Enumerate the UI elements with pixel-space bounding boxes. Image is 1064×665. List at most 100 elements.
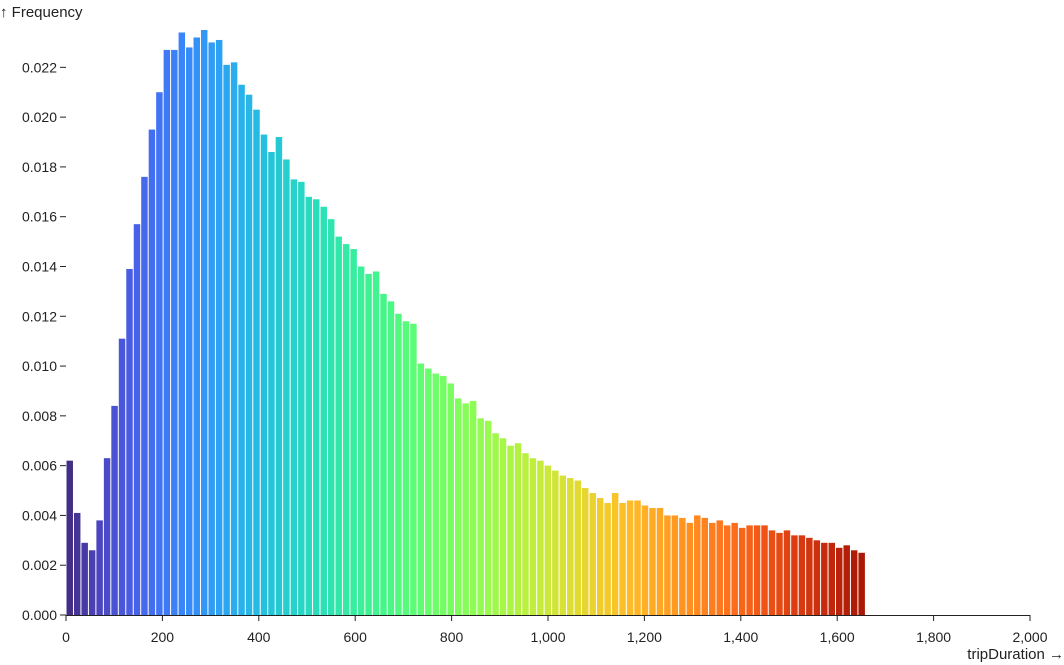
histogram-bar: [701, 517, 708, 615]
histogram-bar: [440, 376, 447, 615]
histogram-bar: [709, 522, 716, 615]
histogram-bar: [81, 542, 88, 615]
histogram-bar: [425, 368, 432, 615]
histogram-bar: [186, 47, 193, 616]
histogram-bar: [410, 323, 417, 615]
histogram-bar: [626, 500, 634, 615]
histogram-bar: [529, 458, 537, 615]
histogram-bar: [484, 420, 492, 615]
histogram-bar: [798, 535, 806, 615]
x-tick-label: 1,600: [820, 629, 855, 645]
histogram-bar: [260, 134, 268, 616]
histogram-bars: [66, 30, 865, 616]
histogram-bar: [103, 458, 111, 615]
x-tick-label: 600: [344, 629, 368, 645]
histogram-bar: [454, 398, 462, 615]
histogram-bar: [679, 517, 686, 615]
histogram-bar: [738, 527, 746, 615]
histogram-bar: [365, 273, 372, 615]
x-tick-label: 1,200: [627, 629, 662, 645]
histogram-bar: [761, 525, 768, 615]
y-tick-label: 0.008: [22, 408, 57, 424]
histogram-bar: [783, 530, 791, 615]
histogram-bar: [268, 151, 275, 616]
histogram-bar: [828, 542, 836, 615]
x-tick-label: 400: [247, 629, 271, 645]
histogram-bar: [335, 236, 342, 615]
x-tick-label: 800: [440, 629, 464, 645]
histogram-bar: [477, 418, 484, 615]
histogram-bar: [850, 550, 858, 615]
histogram-bar: [133, 224, 141, 616]
histogram-bar: [731, 522, 738, 615]
histogram-bar: [507, 445, 514, 615]
y-tick-label: 0.022: [22, 59, 57, 75]
histogram-bar: [320, 206, 327, 616]
histogram-bar: [664, 515, 671, 615]
histogram-bar: [447, 383, 454, 615]
histogram-bar: [858, 552, 865, 615]
histogram-bar: [604, 502, 611, 615]
y-tick-label: 0.020: [22, 109, 57, 125]
histogram-bar: [776, 532, 783, 615]
histogram-bar: [656, 507, 664, 615]
x-tick-label: 1,000: [530, 629, 565, 645]
histogram-bar: [283, 159, 290, 615]
histogram-bar: [126, 268, 133, 615]
histogram-bar: [111, 405, 118, 615]
histogram-bar: [200, 30, 208, 615]
x-axis-label: tripDuration →: [967, 646, 1064, 663]
x-tick-label: 0: [62, 629, 70, 645]
histogram-bar: [611, 493, 619, 615]
histogram-bar: [88, 550, 96, 615]
histogram-bar: [223, 64, 230, 616]
x-axis: 0 200 400 600 800 1,000 1,200 1,400 1,600 1,800 2,…: [62, 615, 1048, 645]
histogram-bar: [492, 433, 499, 615]
y-tick-label: 0.014: [22, 258, 57, 274]
histogram-bar: [671, 515, 679, 615]
histogram-bar: [171, 49, 178, 616]
histogram-bar: [649, 507, 656, 615]
histogram-bar: [305, 196, 313, 616]
histogram-bar: [567, 478, 574, 615]
histogram-bar: [716, 520, 723, 615]
y-tick-label: 0.002: [22, 557, 57, 573]
histogram-bar: [372, 271, 380, 615]
y-tick-label: 0.000: [22, 607, 57, 623]
histogram-bar: [118, 338, 126, 615]
histogram-bar: [559, 475, 567, 615]
histogram-bar: [843, 545, 850, 615]
histogram-bar: [313, 199, 320, 615]
histogram-bar: [552, 470, 559, 615]
histogram-bar: [634, 500, 641, 615]
histogram-bar: [357, 266, 365, 615]
histogram-bar: [96, 520, 103, 615]
histogram-bar: [290, 179, 298, 616]
x-tick-label: 1,400: [723, 629, 758, 645]
y-tick-label: 0.012: [22, 308, 57, 324]
histogram-bar: [813, 540, 821, 615]
histogram-bar: [641, 505, 649, 615]
histogram-bar: [806, 537, 813, 615]
y-tick-label: 0.010: [22, 358, 57, 374]
histogram-bar: [342, 244, 350, 615]
histogram-bar: [253, 109, 260, 615]
histogram-bar: [574, 480, 581, 615]
histogram-bar: [791, 535, 798, 615]
histogram-bar: [230, 62, 238, 616]
histogram-bar: [746, 525, 753, 615]
histogram-bar: [836, 547, 843, 615]
histogram-bar: [178, 32, 186, 616]
histogram-bar: [327, 219, 335, 615]
y-tick-label: 0.006: [22, 458, 57, 474]
histogram-bar: [141, 176, 148, 615]
histogram-bar: [73, 512, 81, 615]
histogram-bar: [245, 94, 253, 616]
histogram-bar: [163, 49, 171, 616]
y-axis-label: ↑ Frequency: [0, 4, 83, 21]
x-tick-label: 2,000: [1012, 629, 1047, 645]
histogram-bar: [821, 542, 828, 615]
histogram-bar: [462, 403, 469, 615]
histogram-bar: [380, 293, 387, 615]
histogram-bar: [432, 373, 440, 615]
